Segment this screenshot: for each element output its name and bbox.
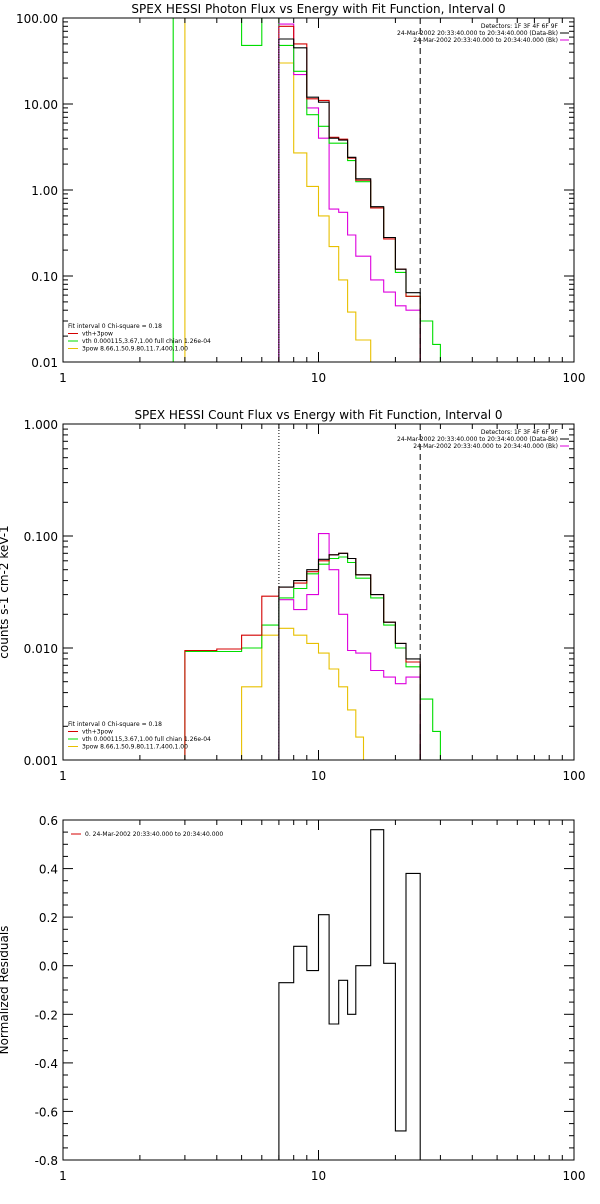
count-y-axis: 0.001 0.010 0.100 1.000 [24, 418, 574, 768]
count-legend-entry: 3pow 8.66,1.50,9.80,11.7,400,1.00 [82, 744, 188, 751]
count-x-axis: 1 10 100 [59, 424, 585, 783]
resid-series-total-line [278, 829, 421, 1160]
resid-x-tick-label: 100 [563, 1169, 586, 1183]
resid-y-axis: -0.8 -0.6 -0.4 -0.2 0.0 0.2 0.4 0.6 [35, 814, 574, 1168]
count-legend-heading: Fit interval 0 Chi-square = 0.18 [68, 721, 162, 728]
count-series-magenta-line [278, 533, 421, 760]
photon-series-group [172, 18, 441, 362]
photon-y-tick-label: 1.00 [31, 184, 58, 198]
photon-series-red-line [278, 25, 421, 362]
resid-y-tick-label: -0.8 [35, 1154, 58, 1168]
photon-legend-entry: vth+3pow [82, 331, 113, 338]
photon-info-line: 24-Mar-2002 20:33:40.000 to 20:34:40.000… [397, 30, 558, 37]
resid-legend: 0. 24-Mar-2002 20:33:40.000 to 20:34:40.… [71, 831, 223, 838]
resid-y-tick-label: -0.4 [35, 1057, 58, 1071]
photon-y-axis: 0.01 0.10 1.00 10.00 100.00 [16, 12, 574, 370]
photon-info-line: Detectors: 1F 3F 4F 6F 9F [481, 23, 559, 30]
resid-series-group [278, 829, 421, 1160]
resid-y-axis-label: Normalized Residuals [0, 926, 11, 1055]
count-info-line: Detectors: 1F 3F 4F 6F 9F [481, 429, 559, 436]
photon-y-tick-label: 100.00 [16, 12, 58, 26]
count-x-tick-label: 100 [563, 769, 586, 783]
count-info-line: 24-Mar-2002 20:33:40.000 to 20:34:40.000… [413, 443, 558, 450]
count-y-axis-label: counts s-1 cm-2 keV-1 [0, 525, 11, 658]
photon-chart-title: SPEX HESSI Photon Flux vs Energy with Fi… [131, 2, 505, 16]
resid-y-tick-label: 0.4 [39, 863, 58, 877]
photon-legend-heading: Fit interval 0 Chi-square = 0.18 [68, 323, 162, 330]
count-y-tick-label: 0.010 [24, 642, 58, 656]
photon-y-tick-label: 0.10 [31, 270, 58, 284]
photon-chart: 1 10 100 0.01 0.10 1.00 10.00 100.00 SPEX HESSI … [16, 2, 585, 385]
resid-y-tick-label: -0.2 [35, 1008, 58, 1022]
photon-series-yellow-line [184, 18, 372, 362]
count-series-yellow-line [241, 627, 365, 760]
resid-plot-frame [62, 819, 575, 1161]
photon-y-tick-label: 10.00 [24, 98, 58, 112]
photon-info-line: 24-Mar-2002 20:33:40.000 to 20:34:40.000… [413, 37, 558, 44]
photon-legend-entry: 3pow 8.66,1.50,9.80,11.7,400,1.00 [82, 346, 188, 353]
count-series-green-line [184, 556, 441, 760]
resid-chart: 1 10 100 -0.8 -0.6 -0.4 -0.2 0.0 0.2 0.4 0.6 Normal… [0, 814, 585, 1183]
count-legend: Fit interval 0 Chi-square = 0.18vth+3pow… [68, 721, 211, 751]
count-info-line: 24-Mar-2002 20:33:40.000 to 20:34:40.000… [397, 436, 558, 443]
resid-x-tick-label: 1 [59, 1169, 67, 1183]
photon-legend: Fit interval 0 Chi-square = 0.18vth+3pow… [68, 323, 211, 353]
count-y-tick-label: 1.000 [24, 418, 58, 432]
photon-series-total-line [278, 38, 421, 362]
photon-x-tick-label: 100 [563, 371, 586, 385]
count-y-tick-label: 0.100 [24, 530, 58, 544]
photon-x-tick-label: 10 [311, 371, 326, 385]
count-x-tick-label: 10 [311, 769, 326, 783]
count-chart: 1 10 100 0.001 0.010 0.100 1.000 SPEX HESSI Cou… [0, 408, 585, 783]
resid-y-tick-label: 0.0 [39, 960, 58, 974]
resid-legend-entry: 0. 24-Mar-2002 20:33:40.000 to 20:34:40.… [85, 831, 223, 838]
count-legend-entry: vth+3pow [82, 729, 113, 736]
resid-y-tick-label: 0.2 [39, 911, 58, 925]
count-series-group [184, 533, 441, 760]
photon-y-tick-label: 0.01 [31, 356, 58, 370]
resid-y-tick-label: 0.6 [39, 814, 58, 828]
photon-legend-entry: vth 0.000115,3.67,1.00 full chian 1.26e-… [82, 338, 211, 345]
resid-y-tick-label: -0.6 [35, 1105, 58, 1119]
count-legend-entry: vth 0.000115,3.67,1.00 full chian 1.26e-… [82, 736, 211, 743]
count-x-tick-label: 1 [59, 769, 67, 783]
photon-series-magenta-line [278, 23, 421, 362]
resid-x-tick-label: 10 [311, 1169, 326, 1183]
photon-x-tick-label: 1 [59, 371, 67, 385]
count-chart-title: SPEX HESSI Count Flux vs Energy with Fit… [134, 408, 502, 422]
resid-x-axis: 1 10 100 [59, 820, 585, 1183]
count-y-tick-label: 0.001 [24, 754, 58, 768]
count-series-total-line [278, 552, 421, 760]
photon-x-axis: 1 10 100 [59, 18, 585, 385]
